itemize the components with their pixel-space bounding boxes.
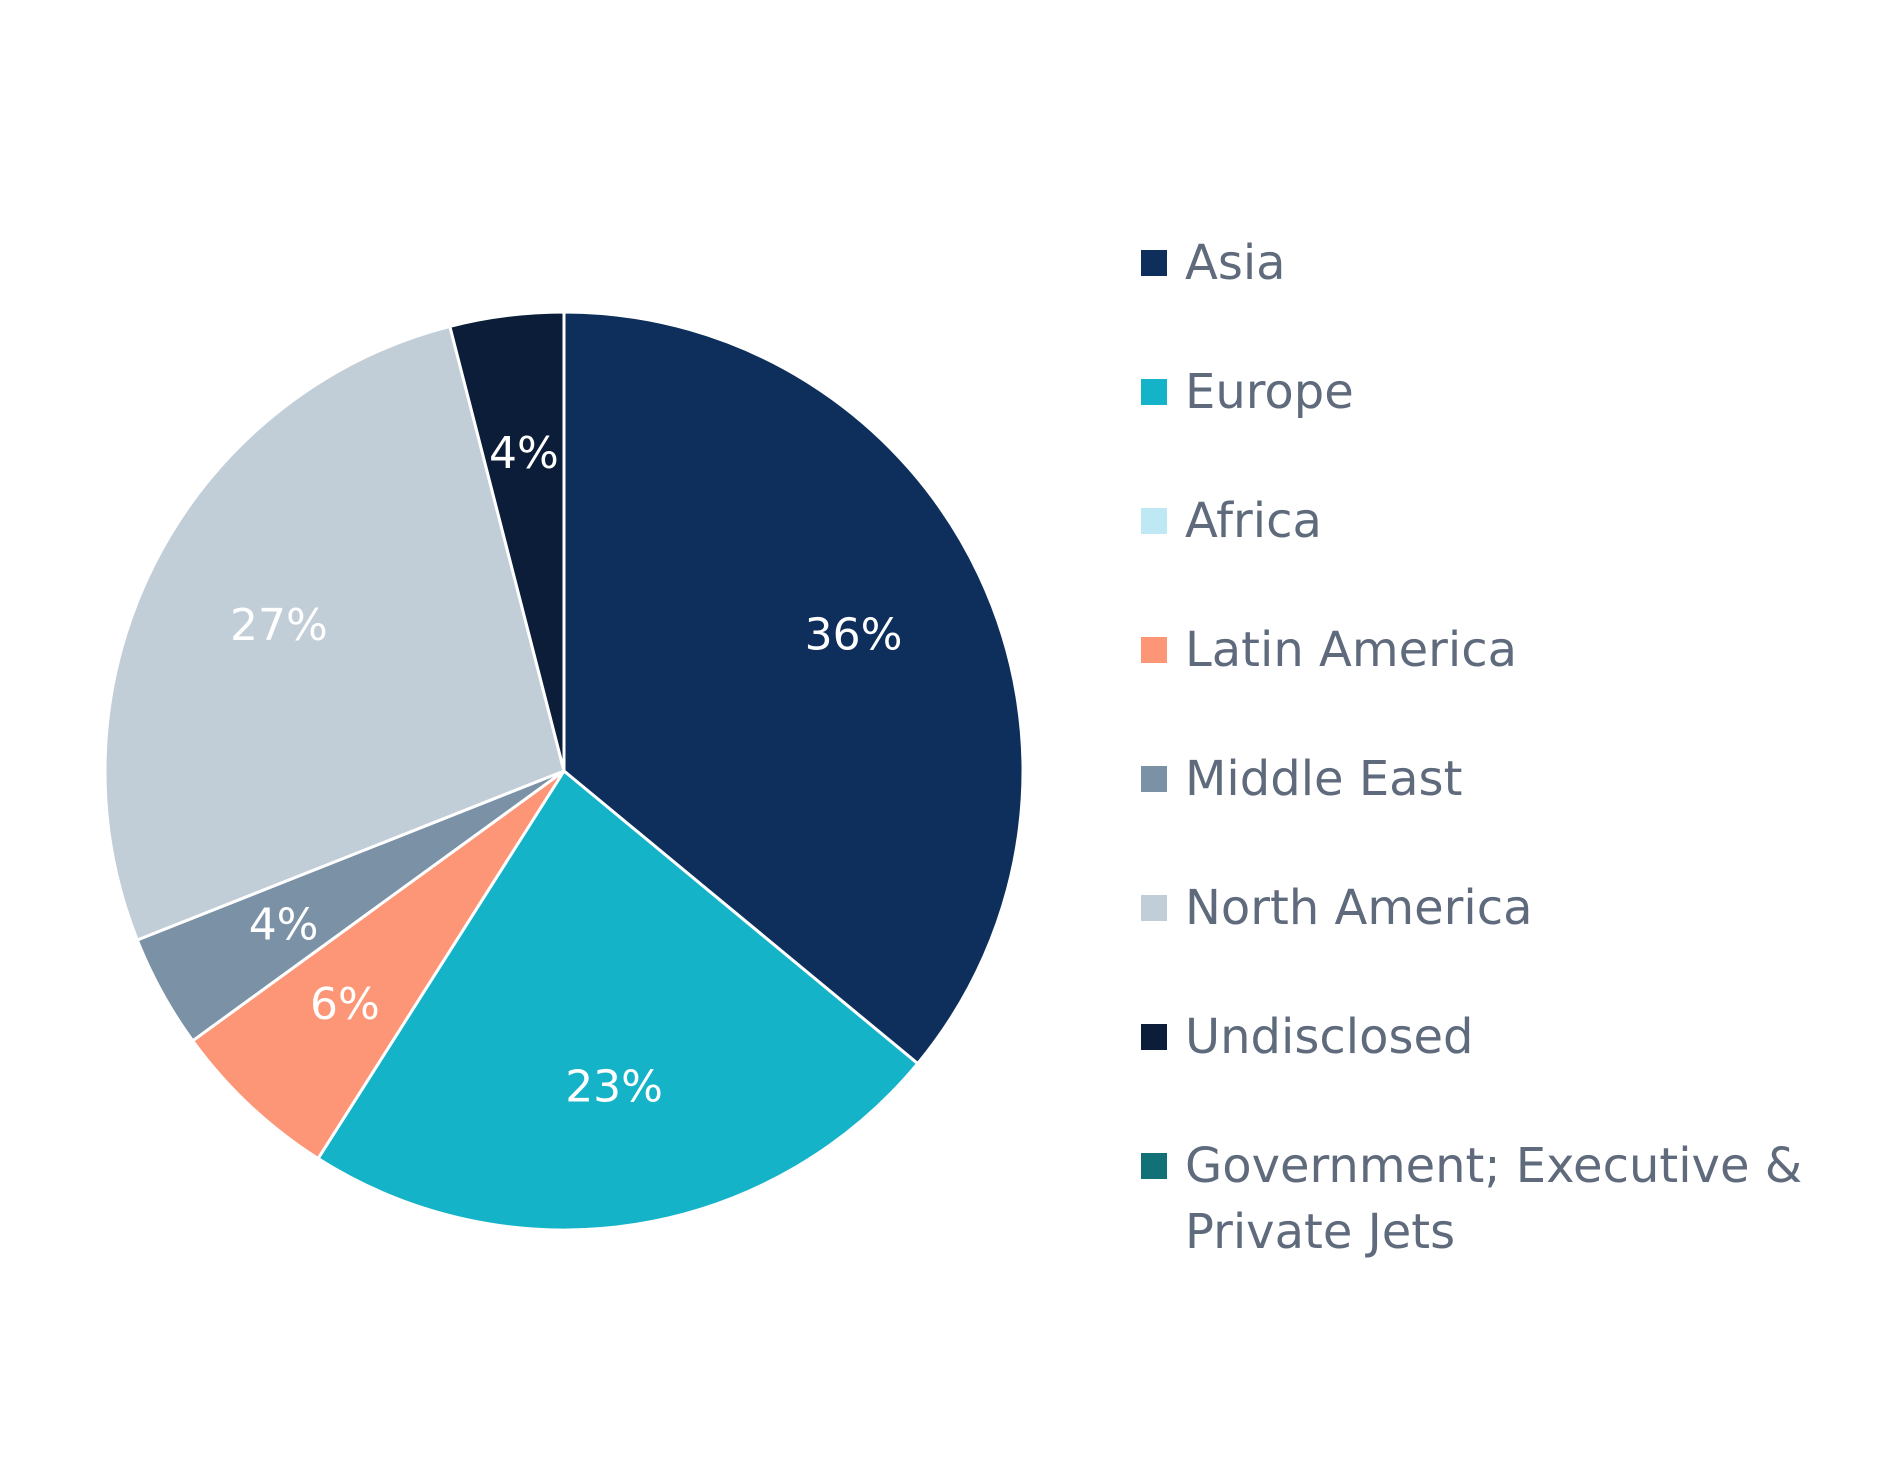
legend-item-north-america[interactable]: North America — [1141, 875, 1861, 1004]
legend-swatch — [1141, 1024, 1167, 1050]
pie-data-labels: 36% 23% 6% 4% 27% 4% — [230, 428, 902, 1113]
legend-item-middle-east[interactable]: Middle East — [1141, 746, 1861, 875]
legend-swatch — [1141, 637, 1167, 663]
legend-label: North America — [1185, 880, 1533, 936]
legend-swatch — [1141, 508, 1167, 534]
pie-slice-north-america[interactable] — [103, 324, 566, 942]
legend-item-asia[interactable]: Asia — [1141, 230, 1861, 359]
legend-item-undisclosed[interactable]: Undisclosed — [1141, 1004, 1861, 1133]
legend-item-africa[interactable]: Africa — [1141, 488, 1861, 617]
pie-slice-europe[interactable] — [316, 769, 920, 1232]
legend-swatch — [1141, 895, 1167, 921]
pie-slice-latin-america[interactable] — [191, 769, 566, 1161]
pie-slices — [103, 310, 1025, 1232]
chart-legend: Asia Europe Africa Latin America Middle … — [1141, 230, 1861, 1313]
legend-label: Europe — [1185, 364, 1354, 420]
legend-swatch — [1141, 250, 1167, 276]
pie-data-label: 27% — [230, 600, 328, 651]
pie-data-label: 4% — [249, 900, 319, 951]
pie-data-label: 23% — [565, 1062, 663, 1113]
pie-data-label: 4% — [489, 428, 559, 479]
legend-label: Asia — [1185, 235, 1286, 291]
legend-label: Government; Executive & Private Jets — [1185, 1138, 1803, 1260]
pie-slice-asia[interactable] — [562, 310, 1025, 1066]
legend-label: Latin America — [1185, 622, 1517, 678]
legend-label: Undisclosed — [1185, 1009, 1474, 1065]
legend-item-latin-america[interactable]: Latin America — [1141, 617, 1861, 746]
legend-swatch — [1141, 1153, 1167, 1179]
pie-data-label: 36% — [805, 609, 903, 660]
legend-item-europe[interactable]: Europe — [1141, 359, 1861, 488]
legend-swatch — [1141, 766, 1167, 792]
legend-label: Middle East — [1185, 751, 1463, 807]
legend-item-government-executive-private-jets[interactable]: Government; Executive & Private Jets — [1141, 1133, 1861, 1313]
legend-swatch — [1141, 379, 1167, 405]
pie-data-label: 6% — [310, 979, 380, 1030]
pie-slice-undisclosed[interactable] — [448, 310, 566, 773]
legend-label: Africa — [1185, 493, 1322, 549]
